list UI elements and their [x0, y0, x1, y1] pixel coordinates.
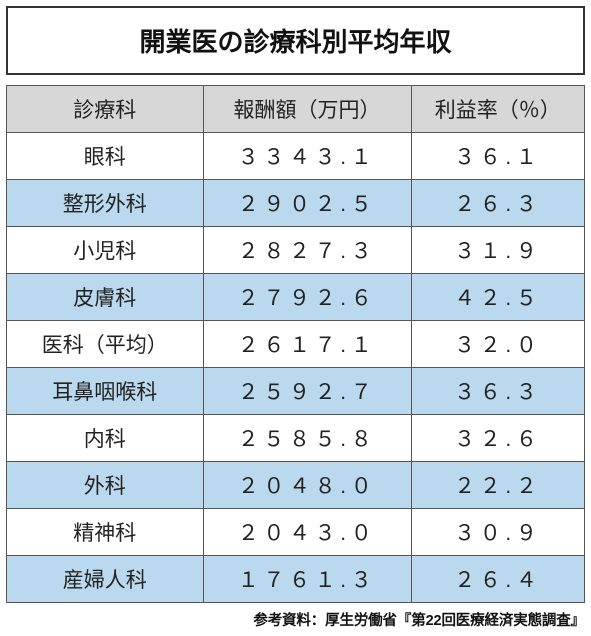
cell-amount: ３３４３.１	[203, 133, 411, 180]
table-row: 小児科２８２７.３３１.９	[7, 227, 585, 274]
cell-amount: ２０４３.０	[203, 509, 411, 556]
cell-rate: ３６.１	[411, 133, 584, 180]
cell-dept: 産婦人科	[7, 556, 204, 603]
cell-rate: ２６.４	[411, 556, 584, 603]
cell-dept: 精神科	[7, 509, 204, 556]
table-row: 眼科３３４３.１３６.１	[7, 133, 585, 180]
table-row: 整形外科２９０２.５２６.３	[7, 180, 585, 227]
cell-dept: 整形外科	[7, 180, 204, 227]
cell-dept: 小児科	[7, 227, 204, 274]
source-footnote: 参考資料：厚生労働省『第22回医療経済実態調査』	[6, 609, 585, 630]
table-row: 産婦人科１７６１.３２６.４	[7, 556, 585, 603]
cell-amount: ２８２７.３	[203, 227, 411, 274]
cell-dept: 眼科	[7, 133, 204, 180]
table-row: 外科２０４８.０２２.２	[7, 462, 585, 509]
table-row: 耳鼻咽喉科２５９２.７３６.３	[7, 368, 585, 415]
cell-rate: ３６.３	[411, 368, 584, 415]
cell-amount: ２５９２.７	[203, 368, 411, 415]
cell-dept: 外科	[7, 462, 204, 509]
cell-rate: ３１.９	[411, 227, 584, 274]
table-header-row: 診療科 報酬額（万円） 利益率（％）	[7, 86, 585, 133]
cell-rate: ３０.９	[411, 509, 584, 556]
table-row: 内科２５８５.８３２.６	[7, 415, 585, 462]
table-row: 皮膚科２７９２.６４２.５	[7, 274, 585, 321]
cell-rate: ３２.６	[411, 415, 584, 462]
cell-amount: ２５８５.８	[203, 415, 411, 462]
page-title: 開業医の診療科別平均年収	[6, 6, 585, 75]
cell-rate: ４２.５	[411, 274, 584, 321]
cell-amount: １７６１.３	[203, 556, 411, 603]
cell-amount: ２０４８.０	[203, 462, 411, 509]
cell-dept: 医科（平均）	[7, 321, 204, 368]
col-rate: 利益率（％）	[411, 86, 584, 133]
cell-rate: ２２.２	[411, 462, 584, 509]
cell-amount: ２６１７.１	[203, 321, 411, 368]
cell-dept: 皮膚科	[7, 274, 204, 321]
col-amount: 報酬額（万円）	[203, 86, 411, 133]
cell-amount: ２７９２.６	[203, 274, 411, 321]
cell-dept: 内科	[7, 415, 204, 462]
cell-rate: ２６.３	[411, 180, 584, 227]
table-row: 精神科２０４３.０３０.９	[7, 509, 585, 556]
cell-dept: 耳鼻咽喉科	[7, 368, 204, 415]
cell-rate: ３２.０	[411, 321, 584, 368]
table-row: 医科（平均）２６１７.１３２.０	[7, 321, 585, 368]
col-dept: 診療科	[7, 86, 204, 133]
income-table: 診療科 報酬額（万円） 利益率（％） 眼科３３４３.１３６.１整形外科２９０２.…	[6, 85, 585, 603]
cell-amount: ２９０２.５	[203, 180, 411, 227]
